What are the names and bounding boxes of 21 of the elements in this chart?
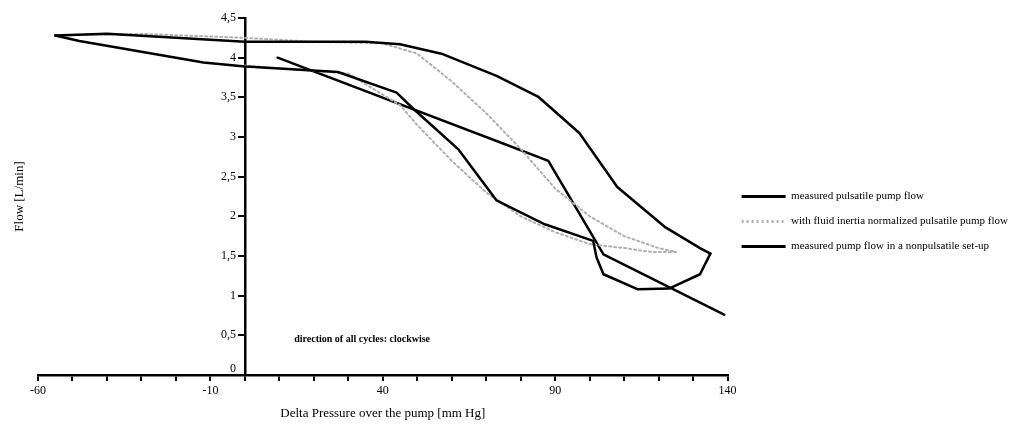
y-tick-label: 2,5 <box>220 168 236 183</box>
y-tick-label: 0,5 <box>220 327 236 342</box>
legend-label: measured pump flow in a nonpulsatile set-up <box>791 239 990 252</box>
y-axis-title: Flow [L/min] <box>11 161 27 232</box>
x-tick-label: 40 <box>376 383 389 398</box>
y-tick-label: 1,5 <box>220 248 236 263</box>
y-tick-label: 2 <box>229 208 236 223</box>
x-tick-label: -10 <box>202 383 219 398</box>
x-tick-label: 140 <box>718 383 737 398</box>
legend-label: measured pulsatile pump flow <box>791 189 925 202</box>
y-tick-label: 4 <box>229 49 236 64</box>
x-tick-label: 90 <box>549 383 562 398</box>
annotation: direction of all cycles: clockwise <box>294 332 431 344</box>
x-axis-title: Delta Pressure over the pump [mm Hg] <box>280 404 486 420</box>
x-tick-label: -60 <box>30 383 46 398</box>
y-tick-label: 3 <box>229 129 236 144</box>
y-tick-label: 0 <box>229 361 236 376</box>
legend-label: with fluid inertia normalized pulsatile pump flow <box>791 214 1009 227</box>
y-tick-label: 4,5 <box>220 10 236 25</box>
y-tick-label: 1 <box>229 287 236 302</box>
y-tick-label: 3,5 <box>220 89 236 104</box>
